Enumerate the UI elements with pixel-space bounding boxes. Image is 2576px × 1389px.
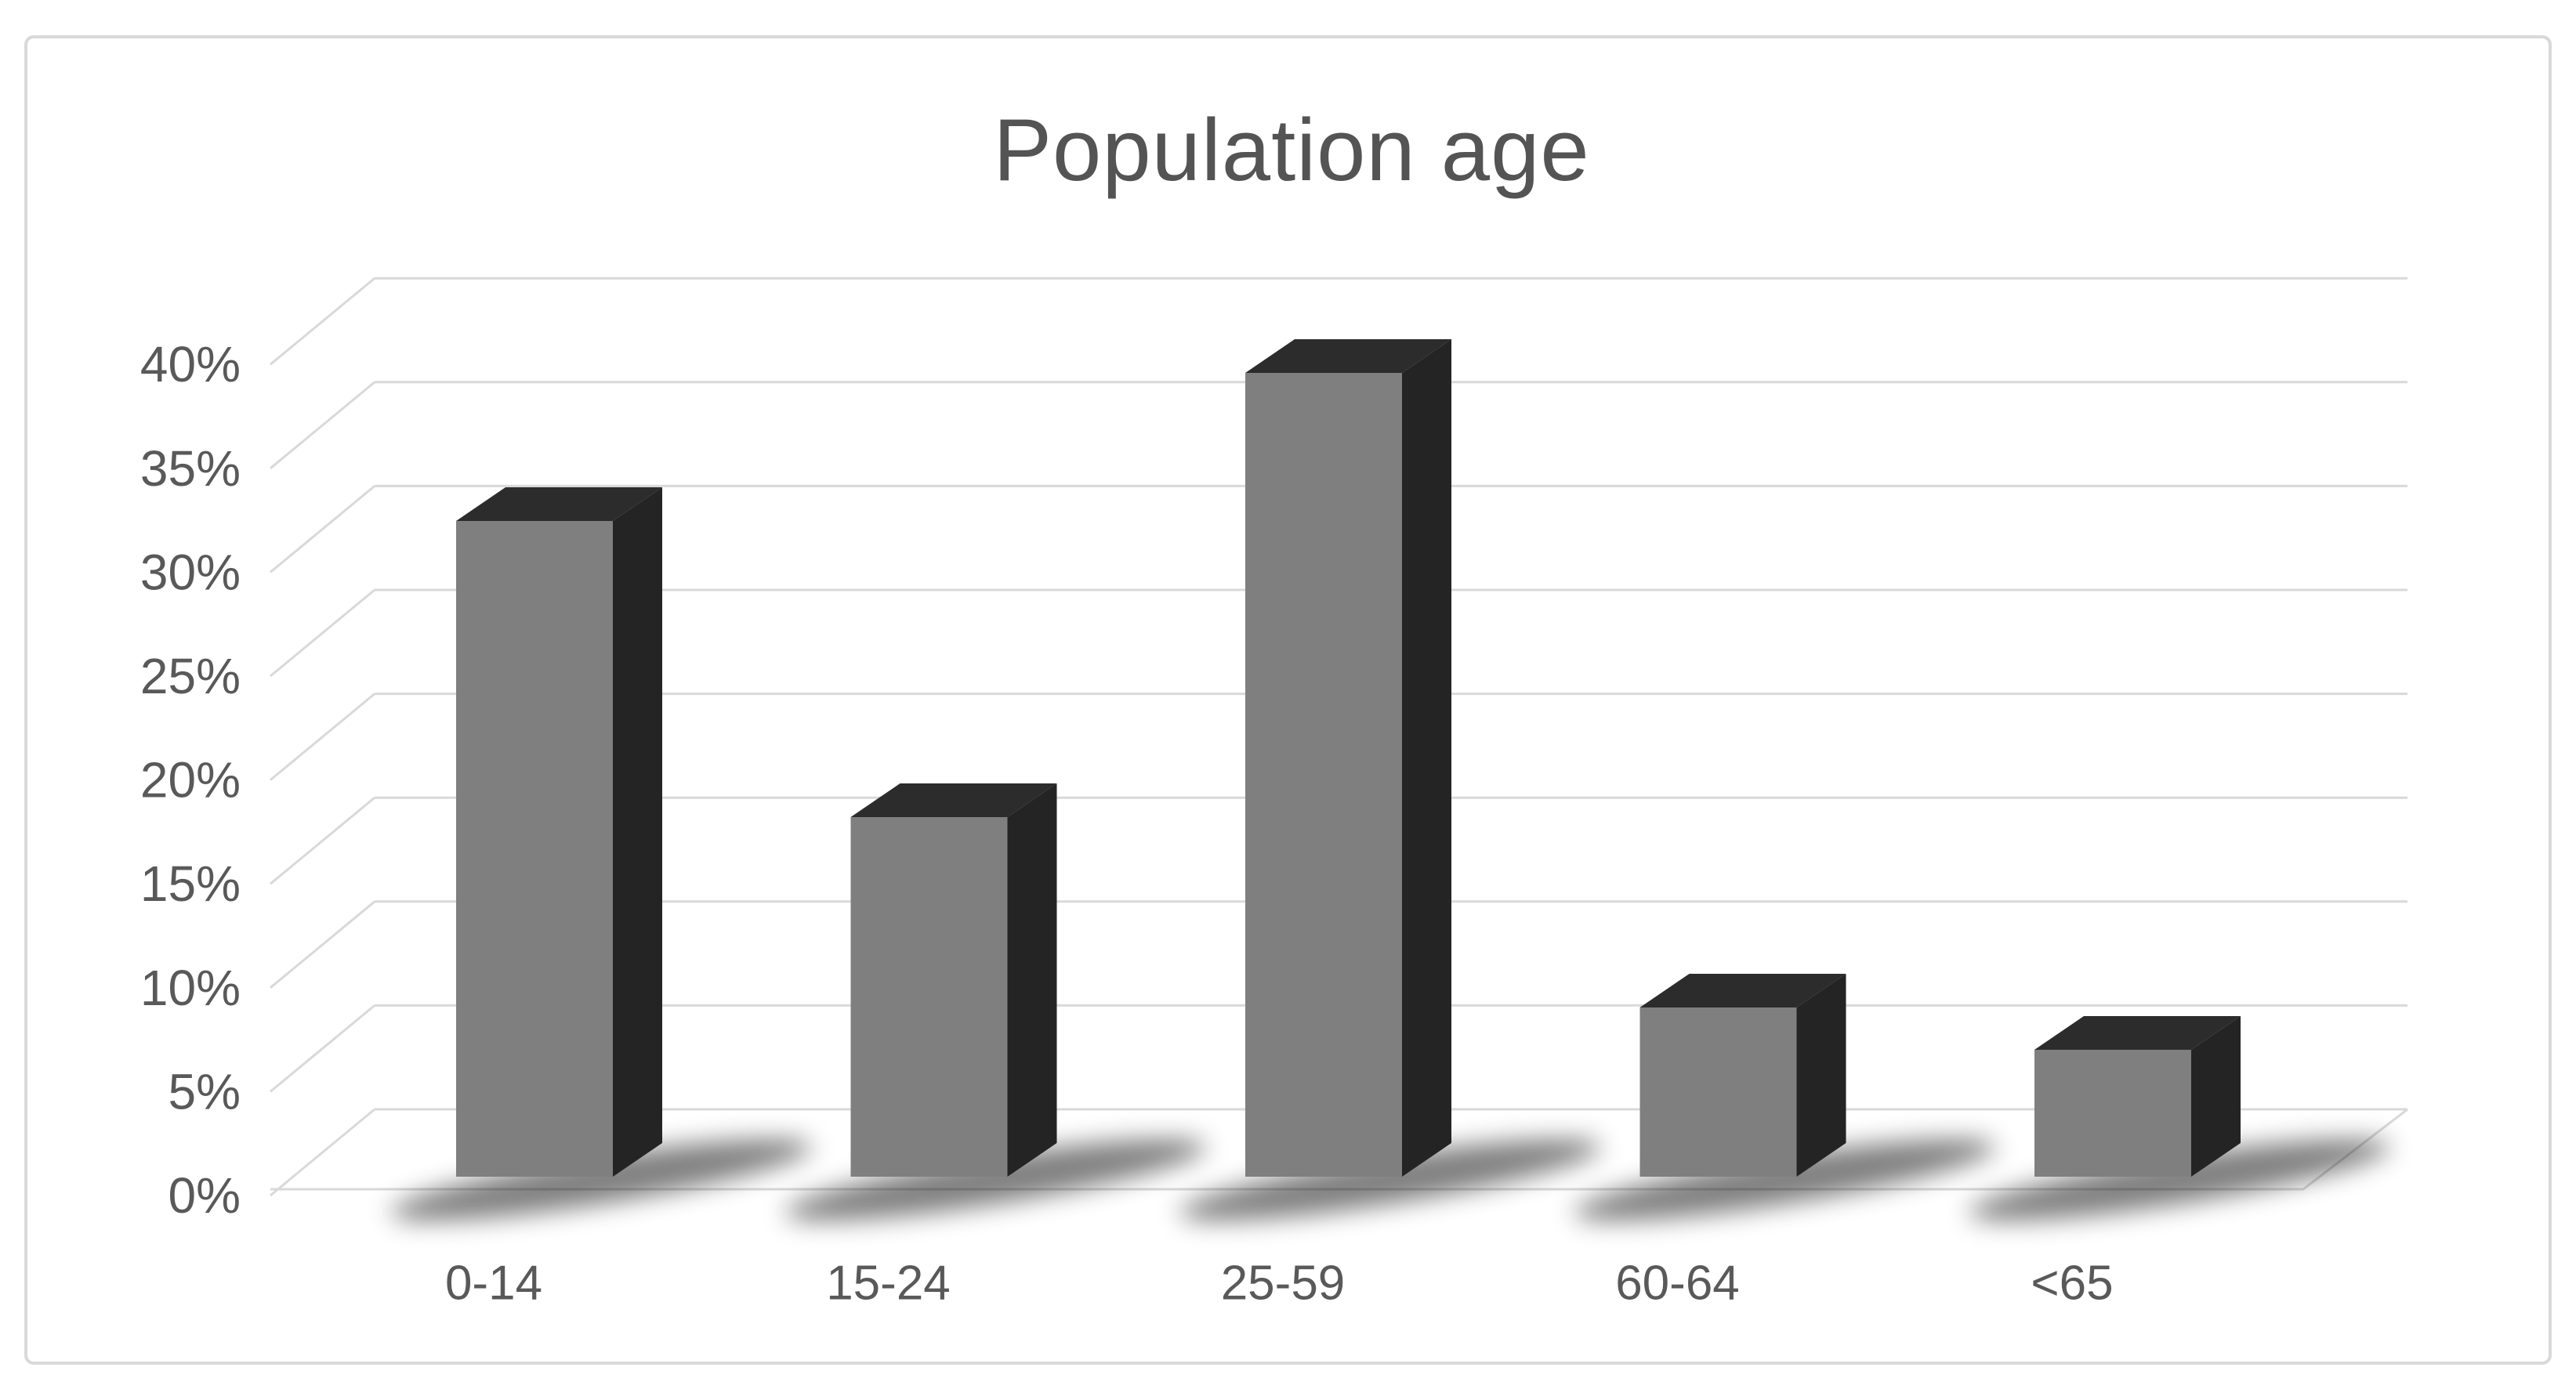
axis-labels-layer: 0% 5% 10% 15% 20% 25% 30% 35% 40% 0-14 15-24 25-59 6… <box>140 336 2114 1310</box>
category-label: 15-24 <box>826 1257 951 1311</box>
y-tick-diagonal <box>270 588 375 678</box>
y-tick-diagonal <box>270 1108 375 1197</box>
bar-top-face <box>850 783 1057 817</box>
bar-top-face <box>1245 339 1451 373</box>
y-tick-diagonal <box>270 485 375 573</box>
y-tick-label: 40% <box>140 336 241 392</box>
y-tick-label: 0% <box>168 1167 241 1224</box>
category-label: 25-59 <box>1221 1257 1346 1311</box>
y-tick-diagonal <box>270 381 375 469</box>
bar <box>1639 974 1846 1177</box>
bar-top-face <box>2034 1016 2241 1050</box>
bar-shadow <box>390 1139 812 1221</box>
bar <box>1245 339 1451 1177</box>
bar-top-face <box>1639 974 1846 1007</box>
bar-side-face <box>613 487 662 1177</box>
y-tick-diagonal <box>270 1004 375 1093</box>
category-label: 60-64 <box>1615 1257 1740 1311</box>
y-tick-label: 15% <box>140 855 241 912</box>
bar-front-face <box>850 817 1008 1177</box>
bar-side-face <box>1402 339 1451 1177</box>
bar <box>850 783 1057 1177</box>
bar-side-face <box>1796 974 1846 1177</box>
bar-side-face <box>1007 783 1057 1177</box>
y-tick-label: 30% <box>140 544 241 600</box>
y-tick-label: 10% <box>140 960 241 1016</box>
bar-front-face <box>2034 1050 2191 1177</box>
y-tick-diagonal <box>270 277 375 366</box>
bar-front-face <box>456 521 613 1177</box>
chart-title: Population age <box>993 101 1589 199</box>
y-tick-label: 25% <box>140 648 241 704</box>
bar-shadows-layer <box>390 1139 2390 1221</box>
y-tick-diagonal <box>270 693 375 781</box>
bar-shadow <box>1574 1139 1996 1221</box>
bar-front-face <box>1639 1007 1797 1177</box>
bars-layer <box>456 339 2241 1177</box>
y-tick-diagonal <box>270 797 375 885</box>
y-tick-label: 5% <box>168 1063 241 1120</box>
bar-shadow <box>1179 1139 1601 1221</box>
y-tick-diagonal <box>270 900 375 989</box>
y-tick-label: 20% <box>140 752 241 808</box>
bar <box>2034 1016 2241 1177</box>
category-label: 0-14 <box>445 1257 542 1311</box>
bar-top-face <box>456 487 662 521</box>
bar-front-face <box>1245 373 1402 1177</box>
category-label: <65 <box>2031 1257 2113 1311</box>
bar <box>456 487 662 1177</box>
y-tick-label: 35% <box>140 440 241 497</box>
bar-side-face <box>2191 1016 2241 1177</box>
bar-shadow <box>784 1139 1207 1221</box>
bar-shadow <box>1969 1139 2390 1221</box>
